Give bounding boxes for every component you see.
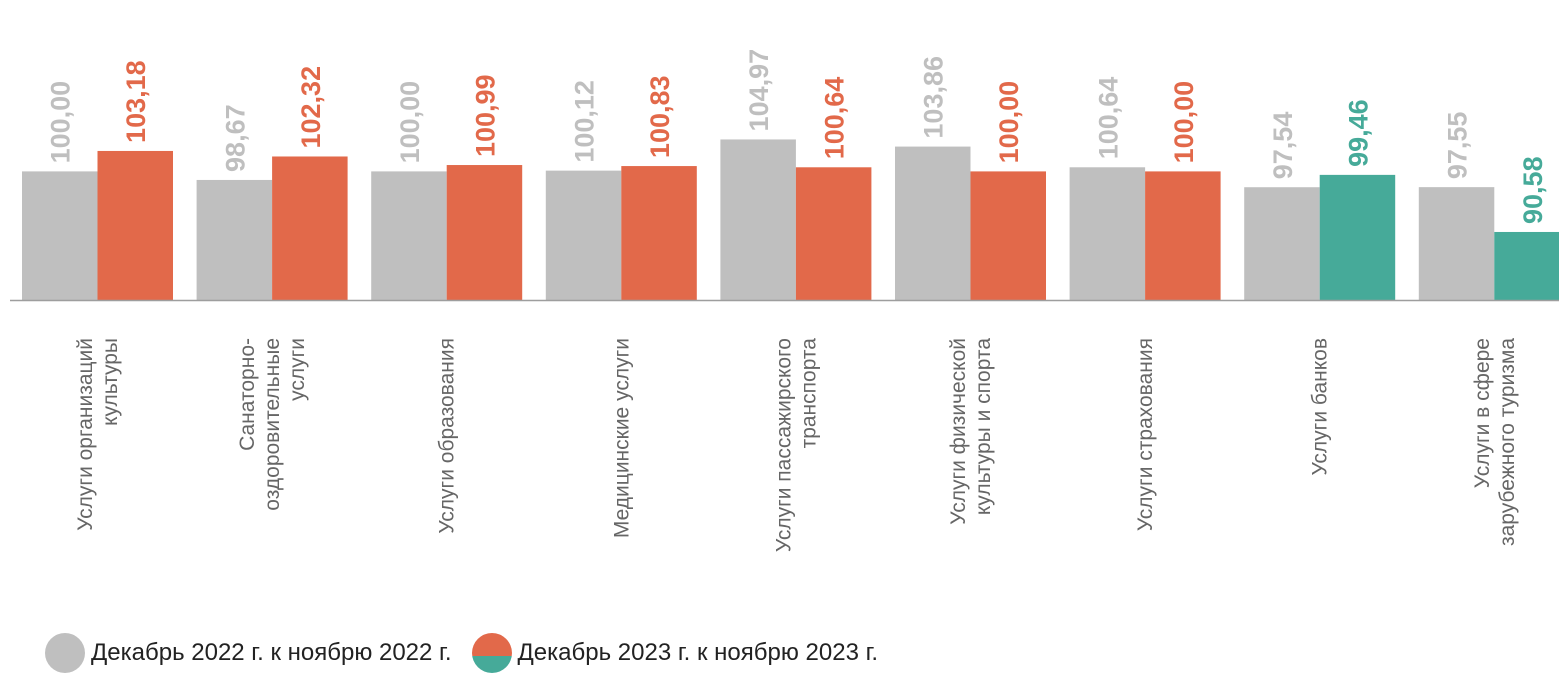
category-label-line: Услуги страхования [1134,338,1157,531]
data-label-2022-5: 103,86 [919,56,949,139]
category-label-line: Услуги образования [436,338,459,534]
category-label-line: культуры [99,338,122,426]
legend-swatch-gray-icon [45,633,85,673]
legend-swatch-split-icon [471,633,512,673]
bar-2023-7 [1319,174,1396,300]
bar-2023-3 [621,166,697,300]
bar-2023-2 [446,165,523,300]
data-label-2022-7: 97,54 [1268,112,1298,180]
bar-2022-1 [196,179,273,300]
category-label-4: Услуги пассажирскоготранспорта [772,338,820,552]
bar-2022-7 [1244,187,1320,300]
category-label-2: Услуги образования [436,338,459,534]
legend-label-2022: Декабрь 2022 г. к ноябрю 2022 г. [91,639,452,666]
category-label-3: Медицинские услуги [610,338,633,538]
data-label-2022-1: 98,67 [220,104,250,172]
bar-2023-6 [1145,171,1221,300]
category-label-line: Услуги пассажирского [772,338,795,552]
category-label-0: Услуги организацийкультуры [74,338,122,531]
legend-item-2023: Декабрь 2023 г. к ноябрю 2023 г. [471,633,879,673]
category-label-line: оздоровительные [261,338,284,511]
category-label-line: Услуги банков [1309,338,1332,476]
category-label-line: культуры и спорта [972,338,995,515]
category-label-line: Услуги в сфере [1471,338,1494,488]
bar-2023-5 [970,171,1046,300]
category-label-line: Услуги организаций [74,338,97,531]
legend: Декабрь 2022 г. к ноябрю 2022 г. Декабрь… [45,633,898,673]
bar-2023-0 [97,150,173,300]
category-label-line: Услуги физической [947,338,970,525]
data-label-2023-5: 100,00 [994,81,1024,164]
data-label-2023-6: 100,00 [1169,81,1199,164]
data-label-2022-6: 100,64 [1093,77,1123,160]
category-label-6: Услуги страхования [1134,338,1157,531]
data-label-2023-8: 90,58 [1518,156,1548,224]
data-label-2023-0: 103,18 [121,60,151,143]
data-label-2023-1: 102,32 [296,66,326,149]
data-label-2022-2: 100,00 [395,81,425,164]
data-label-2022-3: 100,12 [570,80,600,163]
category-label-line: зарубежного туризма [1496,338,1519,546]
bar-2022-3 [545,170,622,300]
legend-label-2023: Декабрь 2023 г. к ноябрю 2023 г. [517,639,879,666]
data-label-2023-2: 100,99 [470,74,500,157]
data-label-2023-3: 100,83 [645,75,675,158]
bar-2022-5 [895,146,971,300]
data-label-2023-7: 99,46 [1343,99,1373,167]
bar-2022-2 [371,171,447,300]
bar-2022-0 [22,171,98,300]
category-label-line: Медицинские услуги [610,338,633,538]
data-label-2022-0: 100,00 [46,81,76,164]
category-label-line: услуги [286,338,309,401]
data-label-2022-4: 104,97 [744,49,774,132]
data-label-2022-8: 97,55 [1443,112,1473,180]
data-label-2023-4: 100,64 [820,77,850,160]
category-label-5: Услуги физическойкультуры и спорта [947,338,995,525]
category-label-8: Услуги в сферезарубежного туризма [1471,338,1519,546]
category-label-line: транспорта [797,338,820,449]
bar-2023-4 [795,167,872,300]
bar-chart: 100,00 103,18 Услуги организацийкультуры 98… [10,49,1559,552]
category-label-line: Санаторно- [236,338,259,451]
bar-2022-6 [1069,167,1146,300]
legend-item-2022: Декабрь 2022 г. к ноябрю 2022 г. [45,633,452,673]
category-label-1: Санаторно-оздоровительныеуслуги [236,338,309,511]
bar-2023-1 [272,156,348,300]
bar-2022-4 [720,139,796,300]
bar-2022-8 [1418,187,1495,300]
bar-2023-8 [1494,231,1559,300]
category-label-7: Услуги банков [1309,338,1332,476]
